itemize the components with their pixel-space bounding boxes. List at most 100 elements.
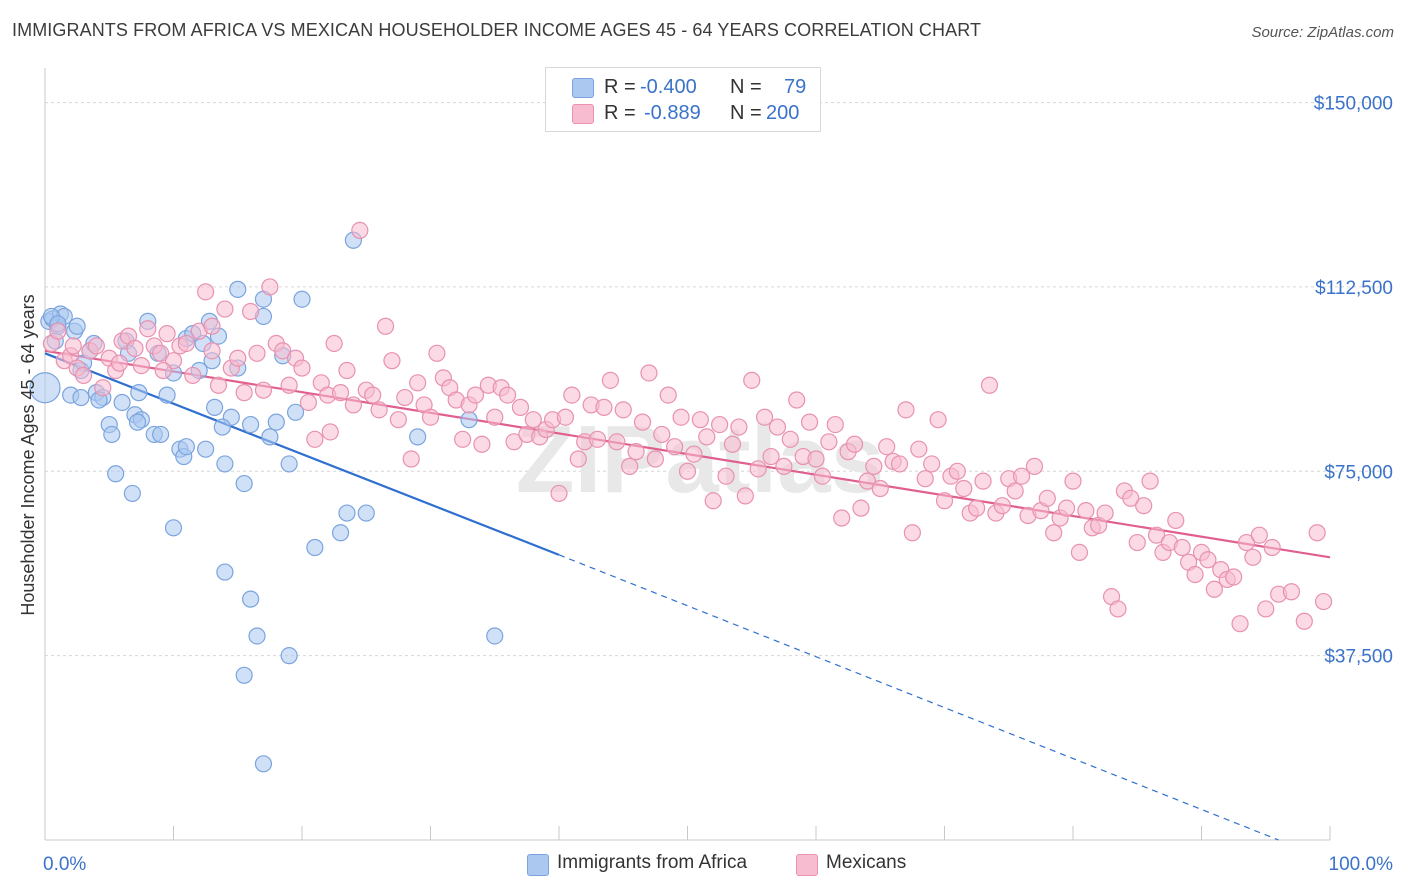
mexican-point xyxy=(890,455,909,473)
mexican-point xyxy=(614,401,632,419)
mexican-point xyxy=(87,337,106,355)
africa-point xyxy=(357,504,375,522)
africa-point xyxy=(280,455,298,473)
mexican-point xyxy=(184,366,202,385)
mexican-point xyxy=(402,450,420,468)
mexican-point xyxy=(1128,533,1146,552)
mexican-point xyxy=(698,428,716,446)
mexican-point xyxy=(293,359,311,377)
mexican-point xyxy=(1077,502,1095,520)
africa-point xyxy=(267,413,285,431)
mexican-point xyxy=(209,376,228,394)
africa-point xyxy=(177,438,195,456)
mexican-point xyxy=(858,472,877,490)
mexican-point xyxy=(203,342,221,360)
bottom-legend-label-africa: Immigrants from Africa xyxy=(557,852,748,873)
mexican-point xyxy=(672,408,690,426)
mexican-point xyxy=(364,386,382,404)
mexican-point xyxy=(788,391,806,409)
mexican-point xyxy=(511,398,530,416)
mexican-point xyxy=(974,472,992,490)
mexican-point xyxy=(338,361,356,380)
mexican-point xyxy=(197,283,215,301)
axes xyxy=(44,68,1331,841)
mexican-point xyxy=(74,366,93,385)
mexican-point xyxy=(685,445,703,463)
mexican-point xyxy=(871,479,889,498)
mexican-point xyxy=(993,497,1011,515)
mexican-point xyxy=(800,413,819,431)
mexican-point xyxy=(1282,583,1301,601)
mexican-point xyxy=(473,435,491,453)
africa-point xyxy=(152,425,170,444)
africa-point xyxy=(242,415,260,434)
africa-point xyxy=(216,455,234,473)
mexican-point xyxy=(409,374,427,392)
mexican-point xyxy=(1096,504,1114,522)
legend-n-value: 200 xyxy=(766,102,800,124)
data-points xyxy=(29,221,1333,773)
legend-row-mexicans: R = -0.889 N = 200 xyxy=(546,102,799,128)
africa-point xyxy=(29,372,61,404)
africa-point xyxy=(123,484,141,503)
legend-r-value: -0.400 xyxy=(640,76,697,98)
mexican-point xyxy=(280,376,298,394)
legend-r-label: R = xyxy=(604,102,642,124)
mexican-point xyxy=(826,415,844,434)
mexican-point xyxy=(762,447,780,466)
legend-r-label: R = xyxy=(604,76,642,98)
africa-point xyxy=(197,440,215,458)
mexican-point xyxy=(563,386,581,404)
y-axis-label: Householder Income Ages 45 - 64 years xyxy=(18,294,38,615)
mexican-point xyxy=(1045,524,1063,542)
y-tick-label: $75,000 xyxy=(1324,462,1393,483)
mexican-point xyxy=(711,415,729,434)
mexican-point xyxy=(229,349,247,367)
africa-point xyxy=(242,590,260,608)
mexican-point xyxy=(421,408,440,426)
bottom-legend-swatch-africa xyxy=(527,854,549,876)
mexican-point xyxy=(1295,612,1313,630)
mexican-point xyxy=(691,411,709,429)
mexican-point xyxy=(132,356,150,375)
mexican-point xyxy=(704,492,722,510)
mexican-point xyxy=(203,317,221,335)
mexican-point xyxy=(666,438,684,456)
mexican-point xyxy=(1147,526,1166,544)
africa-point xyxy=(216,563,234,581)
mexican-point xyxy=(376,317,395,335)
mexican-point xyxy=(935,492,954,510)
y-tick-label: $112,500 xyxy=(1315,278,1393,299)
africa-point xyxy=(164,519,183,537)
mexican-point xyxy=(242,302,260,321)
mexican-point xyxy=(833,509,851,527)
mexican-point xyxy=(152,344,170,362)
mexican-point xyxy=(274,342,292,360)
africa-point xyxy=(103,425,121,444)
mexican-point xyxy=(254,381,273,399)
mexican-point xyxy=(49,322,67,340)
mexican-point xyxy=(897,401,915,419)
mexican-point xyxy=(499,386,517,404)
mexican-point xyxy=(158,325,176,343)
mexican-point xyxy=(94,379,112,397)
mexican-point xyxy=(556,408,575,426)
mexican-point xyxy=(659,386,677,404)
mexican-point xyxy=(633,413,652,431)
mexican-point xyxy=(1057,499,1076,517)
mexican-point xyxy=(1070,543,1089,562)
africa-point xyxy=(213,418,231,436)
mexican-point xyxy=(646,450,664,468)
mexican-point xyxy=(550,484,568,503)
mexican-point xyxy=(768,418,787,436)
mexican-point xyxy=(595,398,613,416)
mexican-point xyxy=(717,467,735,485)
mexican-point xyxy=(306,430,324,448)
mexican-point xyxy=(948,462,966,480)
y-tick-label: $37,500 xyxy=(1324,647,1393,668)
africa-point xyxy=(261,428,279,446)
mexican-point xyxy=(1314,592,1333,611)
mexican-point xyxy=(653,425,671,444)
mexican-point xyxy=(955,479,973,498)
mexican-point xyxy=(325,334,343,353)
